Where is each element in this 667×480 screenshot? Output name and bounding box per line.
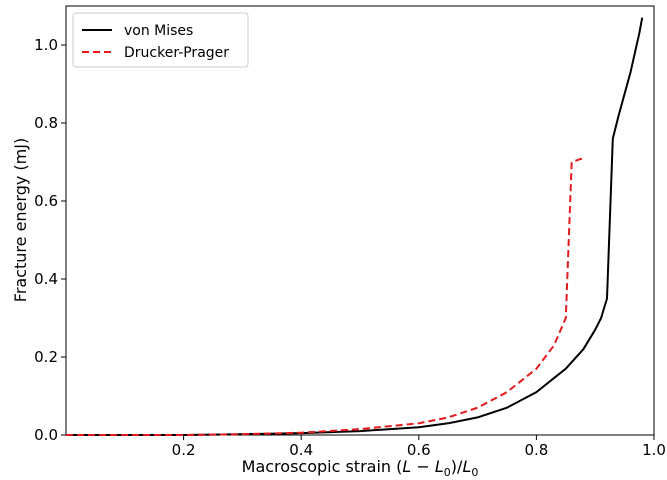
y-tick-label: 0.0: [34, 426, 58, 444]
plot-area: [65, 5, 655, 436]
y-tick-label: 0.2: [34, 348, 58, 366]
x-tick-label: 0.8: [524, 441, 548, 459]
x-tick-label: 1.0: [642, 441, 666, 459]
legend-box: [72, 12, 249, 68]
x-tick-label: 0.4: [289, 441, 313, 459]
x-axis-label-part: L: [462, 457, 471, 476]
y-tick-label: 0.4: [34, 270, 58, 288]
x-axis-label-part: 0: [471, 466, 478, 479]
axis-ticks: 0.2 0.4 0.6 0.8 1.0 0.0 0.2 0.4 0.6 0.8 1.0: [34, 36, 666, 459]
y-tick-label: 0.8: [34, 114, 58, 132]
legend-label-von-mises: von Mises: [124, 23, 193, 39]
y-tick-label: 0.6: [34, 192, 58, 210]
x-axis-label-part: 0: [444, 466, 451, 479]
y-tick-label: 1.0: [34, 36, 58, 54]
x-axis-label: Macroscopic strain (L − L0)/L0: [242, 457, 479, 479]
legend-label-drucker-prager: Drucker-Prager: [124, 45, 229, 61]
x-axis-label-part: Macroscopic strain (: [242, 457, 403, 476]
x-axis-label-part: )/: [451, 457, 463, 476]
x-axis-label-part: −: [411, 457, 435, 476]
y-axis-label: Fracture energy (mJ): [11, 138, 30, 302]
legend: von Mises Drucker-Prager: [72, 12, 249, 68]
series-layer: [66, 17, 644, 436]
x-tick-label: 0.2: [172, 441, 196, 459]
series-line-drucker-prager: [66, 157, 584, 436]
x-axis-label-part: L: [435, 457, 444, 476]
x-tick-label: 0.6: [407, 441, 431, 459]
x-axis-label-part: L: [402, 457, 411, 476]
